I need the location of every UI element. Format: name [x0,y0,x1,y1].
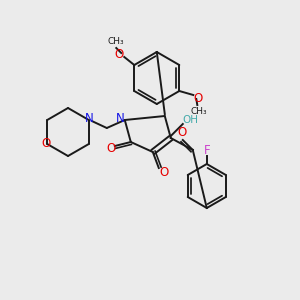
Text: OH: OH [183,115,199,125]
Text: N: N [85,112,94,125]
Text: O: O [115,47,124,61]
Text: O: O [42,137,51,150]
Text: CH₃: CH₃ [191,107,208,116]
Text: F: F [203,143,210,157]
Text: O: O [177,127,186,140]
Text: CH₃: CH₃ [108,37,124,46]
Text: O: O [106,142,116,155]
Text: N: N [116,112,124,125]
Text: O: O [194,92,203,104]
Text: O: O [159,167,168,179]
